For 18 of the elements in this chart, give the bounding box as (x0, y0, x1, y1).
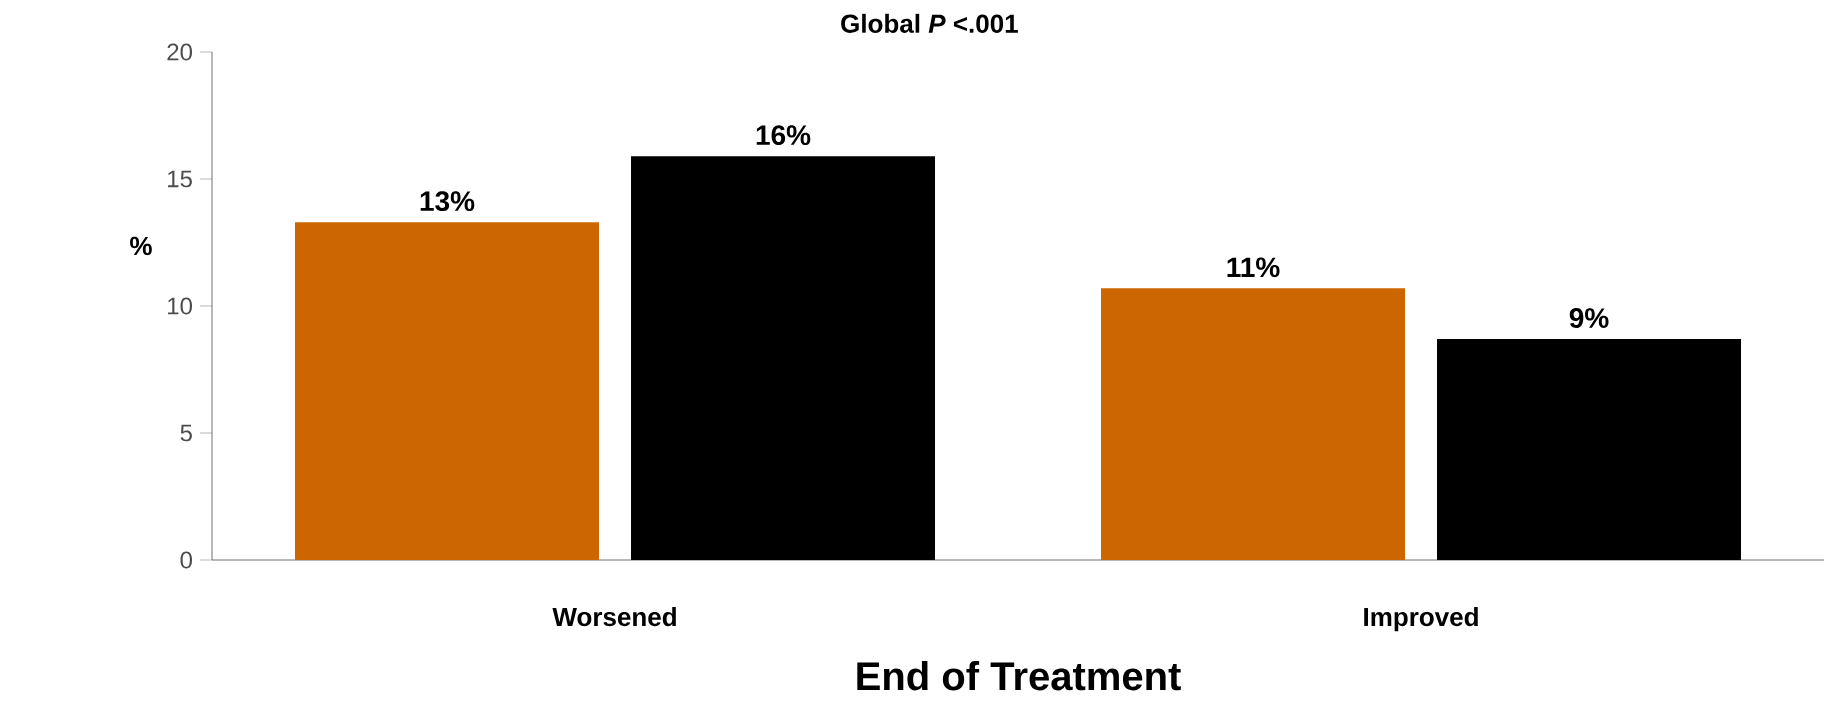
y-tick-label: 15 (168, 170, 192, 188)
bar (1101, 288, 1406, 560)
bar (1437, 339, 1742, 560)
data-label: 16% (756, 125, 811, 146)
y-tick-label: 20 (167, 43, 193, 61)
x-axis-title: End of Treatment (857, 661, 1181, 691)
data-label: 9% (1569, 308, 1609, 328)
bar (631, 156, 936, 560)
x-tick-label: Improved (1364, 607, 1478, 632)
data-label: 11% (1227, 257, 1280, 278)
y-tick-label: 10 (168, 297, 193, 315)
x-tick-label: Worsened (552, 607, 676, 627)
y-tick-label: 0 (180, 551, 193, 569)
chart-title: Global P <.001 (841, 13, 1018, 33)
y-axis-title: % (130, 236, 152, 256)
y-tick-label: 5 (180, 424, 192, 442)
data-label: 13% (420, 191, 475, 212)
bar (295, 222, 600, 560)
